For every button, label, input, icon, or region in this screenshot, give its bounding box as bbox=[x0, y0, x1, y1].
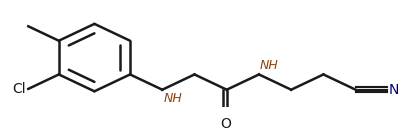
Text: Cl: Cl bbox=[13, 82, 26, 96]
Text: N: N bbox=[388, 83, 398, 97]
Text: O: O bbox=[220, 117, 231, 131]
Text: NH: NH bbox=[163, 92, 182, 105]
Text: NH: NH bbox=[259, 59, 278, 72]
